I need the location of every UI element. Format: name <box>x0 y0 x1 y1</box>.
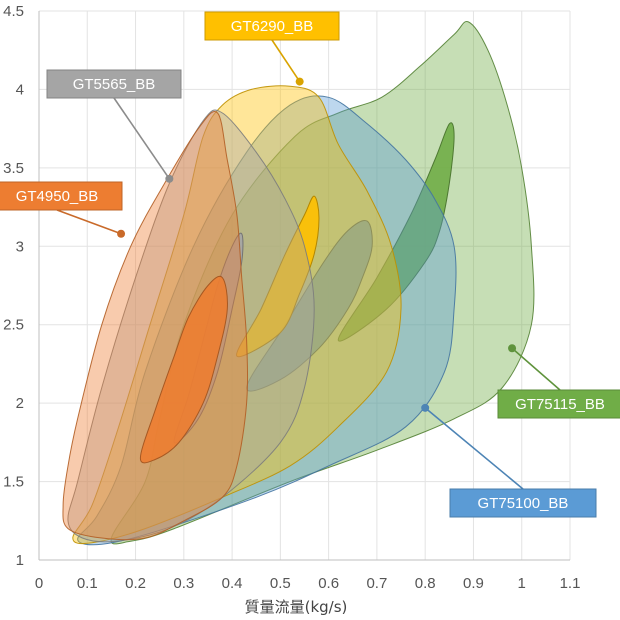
y-tick-label: 3 <box>16 238 24 255</box>
callout-box <box>0 181 123 211</box>
y-tick-label: 4.5 <box>3 3 24 20</box>
callout-label: GT75100_BB <box>478 495 569 512</box>
x-tick-label: 0.8 <box>415 575 436 592</box>
x-tick-label: 1 <box>518 575 526 592</box>
callout-leader-line <box>271 39 301 83</box>
x-tick-label: 0.5 <box>270 575 291 592</box>
y-tick-label: 3.5 <box>3 160 24 177</box>
callouts: GT6290_BB GT5565_BB GT4950_BB GT75115_BB GT7… <box>0 11 620 518</box>
callout-leader-line <box>424 407 524 490</box>
y-tick-label: 2.5 <box>3 317 24 334</box>
y-tick-label: 2 <box>16 395 24 412</box>
x-tick-label: 0.1 <box>77 575 98 592</box>
callout-gt75100-bb: GT75100_BB <box>421 403 597 518</box>
callout-label: GT6290_BB <box>231 18 314 35</box>
x-tick-label: 0.9 <box>463 575 484 592</box>
x-tick-label: 0.6 <box>318 575 339 592</box>
callout-gt5565-bb: GT5565_BB <box>46 69 182 183</box>
x-tick-label: 1.1 <box>560 575 581 592</box>
efficiency-region-core <box>236 195 320 358</box>
x-axis-title: 質量流量(kg/s) <box>245 598 348 616</box>
callout-leader-line <box>113 97 170 180</box>
callout-anchor-dot <box>421 403 430 412</box>
callout-box <box>449 488 597 518</box>
y-tick-label: 4 <box>16 81 24 98</box>
callout-box <box>46 69 182 99</box>
callout-label: GT5565_BB <box>73 76 156 93</box>
callout-gt4950-bb: GT4950_BB <box>0 181 126 238</box>
callout-box <box>204 11 340 41</box>
callout-label: GT4950_BB <box>16 188 99 205</box>
axes: 0 0.1 0.2 0.3 0.4 0.5 0.6 0.7 0.8 0.9 1 1.1 1 1.5 2 2.5… <box>3 3 580 592</box>
callout-gt75115-bb: GT75115_BB <box>497 344 620 419</box>
callout-gt6290-bb: GT6290_BB <box>204 11 340 86</box>
callout-leader-line <box>56 209 122 235</box>
callout-label: GT75115_BB <box>515 396 605 413</box>
series-gt4950-bb <box>62 111 249 541</box>
x-tick-label: 0 <box>35 575 43 592</box>
y-tick-label: 1.5 <box>3 474 24 491</box>
callout-anchor-dot <box>117 229 126 238</box>
x-tick-label: 0.3 <box>173 575 194 592</box>
efficiency-region-outer <box>62 111 249 541</box>
x-tick-label: 0.2 <box>125 575 146 592</box>
callout-anchor-dot <box>508 344 517 353</box>
callout-box <box>497 389 620 419</box>
callout-leader-line <box>511 347 561 391</box>
series-layer <box>62 21 535 546</box>
callout-anchor-dot <box>165 174 174 183</box>
callout-anchor-dot <box>295 77 304 86</box>
efficiency-region-core <box>337 122 455 342</box>
y-tick-label: 1 <box>16 552 24 569</box>
x-tick-label: 0.4 <box>222 575 243 592</box>
efficiency-region-core <box>139 275 228 464</box>
x-tick-label: 0.7 <box>366 575 387 592</box>
